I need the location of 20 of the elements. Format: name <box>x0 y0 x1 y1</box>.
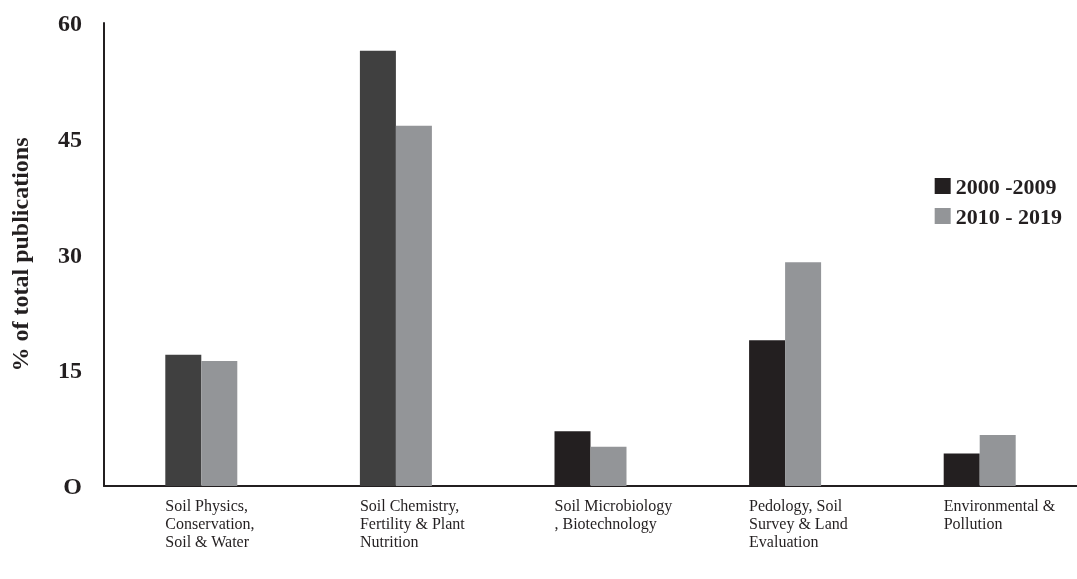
bar <box>165 354 202 486</box>
y-tick-label: O <box>63 473 82 499</box>
bar <box>359 50 396 486</box>
bar <box>785 262 822 486</box>
legend-label: 2010 - 2019 <box>955 203 1062 229</box>
x-tick-label: Environmental & Pollution <box>943 496 1060 532</box>
y-tick-label: 60 <box>58 10 82 36</box>
bar <box>979 435 1016 486</box>
x-tick-label: Pedology, Soil Survey & Land Evaluation <box>749 496 852 550</box>
x-tick-label: Soil Microbiology, Biotechnology <box>554 496 673 533</box>
y-tick-label: 30 <box>58 241 82 268</box>
x-tick-label: Soil Physics, Conservation, Soil & Water <box>165 496 259 550</box>
bar <box>395 125 432 486</box>
y-tick-label: 15 <box>58 357 82 384</box>
bar <box>590 446 627 486</box>
legend-label: 2000 -2009 <box>955 173 1057 199</box>
y-tick-label: 45 <box>58 125 82 152</box>
y-axis-title: % of total publications <box>7 137 33 372</box>
bar <box>201 360 238 486</box>
x-tick-label: Soil Chemistry, Fertility & Plant Nutrition <box>359 496 469 550</box>
